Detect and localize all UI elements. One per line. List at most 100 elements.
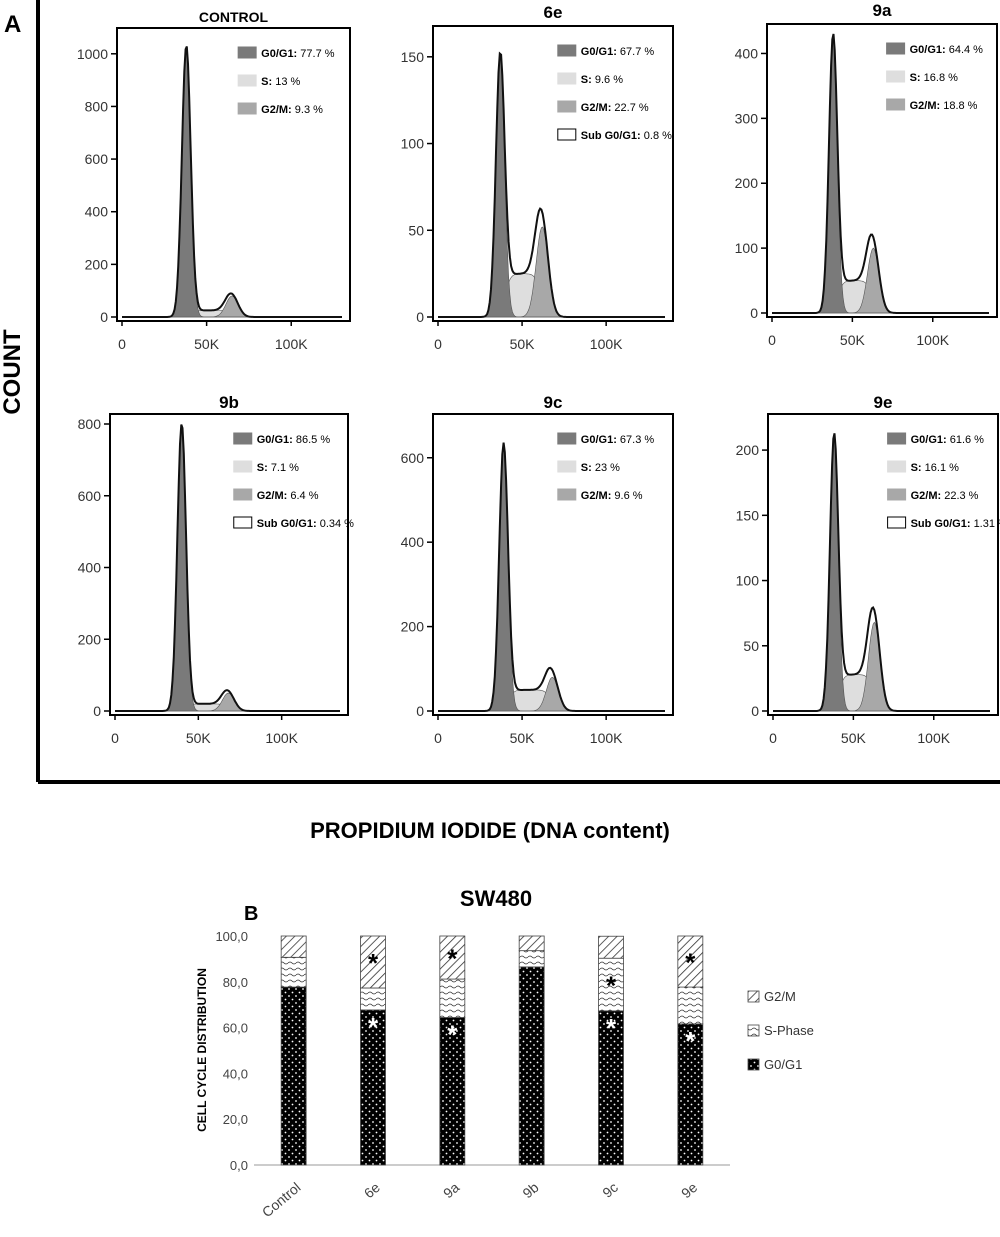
y-tick-label: 0 xyxy=(100,309,108,325)
legend-entry: G0/G1: 77.7 % xyxy=(261,48,335,60)
histogram-frame xyxy=(432,413,674,716)
x-tick-label: 0 xyxy=(768,332,776,348)
legend-value: 0.34 % xyxy=(320,518,354,530)
legend-value: 13 % xyxy=(275,76,300,88)
legend-entry: G0/G1: 86.5 % xyxy=(257,434,331,446)
legend-value: 22.3 % xyxy=(944,490,978,502)
y-axis-label: CELL CYCLE DISTRIBUTION xyxy=(195,968,209,1132)
legend-entry: G2/M: 9.3 % xyxy=(261,104,323,116)
legend-value: 16.1 % xyxy=(925,462,959,474)
y-tick-label: 1000 xyxy=(77,46,108,62)
legend-label: G2/M xyxy=(764,989,796,1004)
legend-swatch xyxy=(887,460,907,473)
legend-swatch xyxy=(557,100,577,113)
y-tick-label: 300 xyxy=(735,110,759,126)
histogram-fit-line xyxy=(438,442,665,712)
legend-key: S: xyxy=(261,76,275,88)
legend-value: 16.8 % xyxy=(924,72,958,84)
x-tick-label: 9c xyxy=(599,1179,621,1201)
legend-swatch xyxy=(887,432,907,445)
y-tick-label: 0 xyxy=(93,703,101,719)
legend-key: G0/G1: xyxy=(910,44,949,56)
x-tick-label: 50K xyxy=(510,730,536,746)
y-tick-label: 100 xyxy=(735,240,759,256)
legend-entry: Sub G0/G1: 0.34 % xyxy=(257,518,354,530)
legend-entry: G0/G1: 67.7 % xyxy=(581,46,655,58)
bar-segment xyxy=(280,986,307,1166)
legend-entry: S: 23 % xyxy=(581,462,620,474)
legend-swatch xyxy=(886,98,906,111)
legend-entry: Sub G0/G1: 1.31 % xyxy=(911,518,1000,530)
legend-label: S-Phase xyxy=(764,1023,814,1038)
bar-segment xyxy=(518,935,545,952)
bar-segment xyxy=(677,1023,704,1166)
legend-swatch xyxy=(557,460,577,473)
legend-key: Sub G0/G1: xyxy=(581,130,644,142)
legend-entry: S: 16.1 % xyxy=(911,462,960,474)
bar-segment xyxy=(518,966,545,1166)
legend-swatch xyxy=(237,102,257,115)
legend-entry: S: 13 % xyxy=(261,76,300,88)
legend-value: 9.3 % xyxy=(295,104,323,116)
histogram-frame xyxy=(432,25,674,322)
x-tick-label: 50K xyxy=(840,332,866,348)
bar-segment xyxy=(439,1017,466,1166)
legend-entry: G0/G1: 67.3 % xyxy=(581,434,655,446)
panel-b-label: B xyxy=(244,903,258,925)
y-tick-label: 200 xyxy=(78,631,102,647)
legend-value: 7.1 % xyxy=(271,462,299,474)
legend-swatch xyxy=(557,488,577,501)
histogram-title: 9b xyxy=(219,393,239,412)
x-tick-label: 0 xyxy=(118,336,126,352)
histogram-title: 6e xyxy=(544,3,563,22)
histogram-1: 6e 0 50 100 150 0 50K 100K G0/G1: 67.7 % S: 9.6 %… xyxy=(401,3,674,352)
bar-segment xyxy=(518,950,545,968)
legend-key: S: xyxy=(581,462,595,474)
legend-swatch xyxy=(233,516,253,529)
y-tick-label: 600 xyxy=(85,151,109,167)
y-tick-label: 80,0 xyxy=(223,975,248,990)
legend-value: 18.8 % xyxy=(943,100,977,112)
bar-segment xyxy=(280,935,307,958)
y-tick-label: 200 xyxy=(85,256,109,272)
panel-a-label: A xyxy=(4,11,21,38)
y-tick-label: 600 xyxy=(78,488,102,504)
y-tick-label: 40,0 xyxy=(223,1066,248,1081)
legend-entry: G0/G1: 61.6 % xyxy=(911,434,985,446)
y-axis-title: COUNT xyxy=(0,329,26,415)
significance-marker: * xyxy=(685,1026,696,1056)
legend-key: Sub G0/G1: xyxy=(911,518,974,530)
legend-key: G0/G1: xyxy=(911,434,950,446)
legend-value: 22.7 % xyxy=(614,102,648,114)
legend-swatch xyxy=(886,70,906,83)
legend-entry: Sub G0/G1: 0.8 % xyxy=(581,130,672,142)
bar-segment xyxy=(598,957,624,1012)
y-tick-label: 400 xyxy=(85,204,109,220)
histogram-frame xyxy=(109,413,349,716)
legend-key: S: xyxy=(911,462,925,474)
legend-key: G2/M: xyxy=(581,490,615,502)
bar-segment xyxy=(280,956,307,988)
legend-entry: G2/M: 6.4 % xyxy=(257,490,319,502)
legend-value: 64.4 % xyxy=(949,44,983,56)
legend-key: S: xyxy=(910,72,924,84)
histogram-title: CONTROL xyxy=(199,9,269,25)
legend-key: G0/G1: xyxy=(581,434,620,446)
significance-marker: * xyxy=(606,1013,617,1043)
legend-entry: S: 16.8 % xyxy=(910,72,959,84)
y-tick-label: 400 xyxy=(735,45,759,61)
chart-title: SW480 xyxy=(460,886,532,911)
legend-swatch xyxy=(557,432,577,445)
significance-marker: * xyxy=(368,948,379,978)
legend-swatch xyxy=(887,516,907,529)
legend-value: 23 % xyxy=(595,462,620,474)
significance-marker: * xyxy=(368,1012,379,1042)
histogram-fit-line xyxy=(772,33,989,314)
bar-segment xyxy=(598,935,624,959)
bar-segment xyxy=(677,986,704,1025)
legend-swatch xyxy=(557,72,577,85)
histogram-title: 9e xyxy=(874,393,893,412)
y-tick-label: 50 xyxy=(743,638,759,654)
legend-key: G2/M: xyxy=(257,490,291,502)
